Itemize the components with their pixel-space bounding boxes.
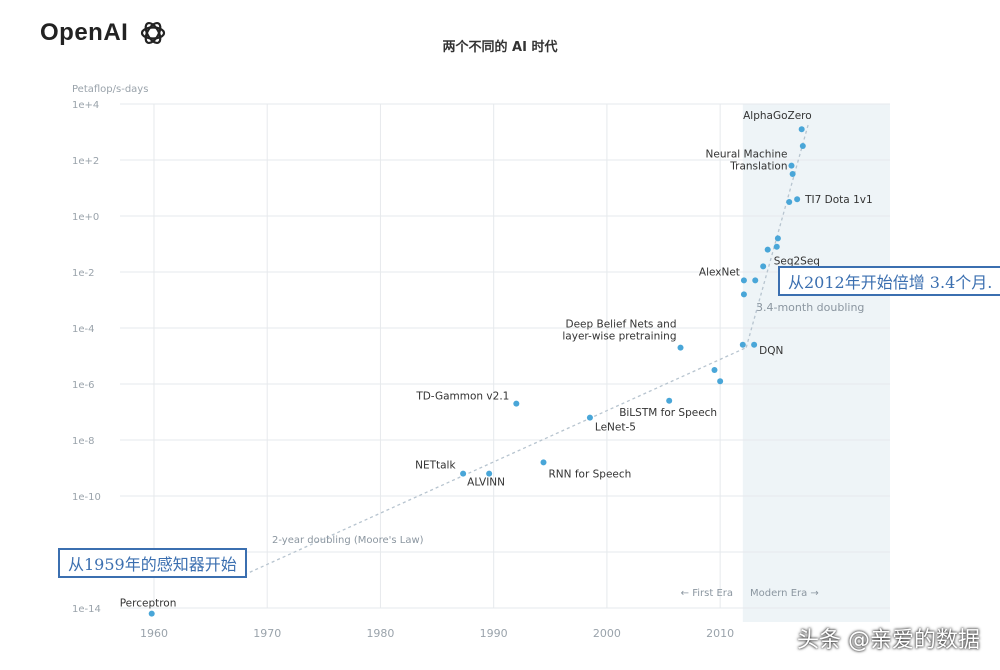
point-label: Neural Machine Translation [706, 149, 788, 173]
point-label: AlphaGoZero [743, 110, 812, 122]
data-point-rnn-for-speech [540, 459, 547, 466]
point-label: TD-Gammon v2.1 [415, 391, 509, 403]
data-point-alexnet [740, 277, 747, 284]
y-tick-label: 1e-2 [72, 268, 95, 279]
point-label-line: Deep Belief Nets and [566, 319, 677, 331]
data-point-point-2010 [717, 378, 724, 385]
data-point-alvinn [486, 470, 493, 477]
point-label-line: ALVINN [467, 477, 505, 489]
point-label-line: RNN for Speech [549, 468, 632, 480]
x-tick-label: 1970 [253, 627, 281, 640]
data-point-point-2012b [740, 291, 747, 298]
y-tick-label: 1e+0 [72, 212, 99, 223]
point-label: TI7 Dota 1v1 [804, 194, 873, 206]
y-axis-label: Petaflop/s-days [72, 84, 148, 95]
point-label: ALVINN [467, 477, 505, 489]
point-label: Seq2Seq [774, 256, 820, 268]
point-label-line: AlphaGoZero [743, 110, 812, 122]
point-label: DQN [759, 345, 783, 357]
point-label-line: Translation [729, 161, 787, 173]
point-label-line: Seq2Seq [774, 256, 820, 268]
data-point-lenet-5 [586, 414, 593, 421]
modern-era-band [742, 104, 890, 622]
data-point-point-2015 [774, 235, 781, 242]
trend-label-3-4-month: 3.4-month doubling [756, 301, 864, 314]
y-tick-label: 1e-4 [72, 324, 95, 335]
point-label-line: LeNet-5 [595, 422, 636, 434]
callout-perceptron-start: 从1959年的感知器开始 [58, 548, 247, 578]
brand-name: OpenAI [40, 19, 129, 46]
x-tick-label: 1980 [366, 627, 394, 640]
point-label-line: NETtalk [415, 460, 456, 472]
openai-knot-icon [141, 21, 166, 45]
data-point-point-2013 [752, 277, 759, 284]
point-label: RNN for Speech [549, 468, 632, 480]
x-tick-label: 1990 [480, 627, 508, 640]
x-tick-label: 2000 [593, 627, 621, 640]
watermark: 头条 @亲爱的数据 [797, 628, 980, 653]
point-label: LeNet-5 [595, 422, 636, 434]
trend-label-moores-law: 2-year doubling (Moore's Law) [272, 535, 424, 546]
data-point-point-2012a [739, 341, 746, 348]
x-tick-label: 1960 [140, 627, 168, 640]
point-label-line: TI7 Dota 1v1 [804, 194, 873, 206]
data-point-seq2seq [764, 246, 771, 253]
data-point-neural-machine-translation [788, 162, 795, 169]
data-point-point-2014a [760, 263, 767, 270]
data-point-point-2016a [786, 199, 793, 205]
y-tick-label: 1e+2 [72, 156, 99, 167]
callout-modern-doubling: 从2012年开始倍增 3.4个月. [778, 266, 1000, 296]
data-point-alphagozero [798, 126, 805, 133]
data-point-point-2009 [711, 367, 718, 373]
point-label-line: TD-Gammon v2.1 [415, 391, 509, 403]
data-point-nettalk [460, 470, 467, 477]
data-point-point-2014b [773, 243, 780, 250]
point-label-line: Neural Machine [706, 149, 788, 161]
point-label-line: AlexNet [699, 266, 740, 278]
x-tick-label: 2010 [706, 627, 734, 640]
point-label-line: BiLSTM for Speech [619, 407, 717, 419]
era-label-first: ← First Era [681, 588, 733, 599]
data-point-deep-belief-nets-and-layer-wise-pretraining [677, 344, 684, 351]
data-point-bilstm-for-speech [666, 397, 673, 404]
point-label: Perceptron [120, 598, 177, 610]
data-point-td-gammon-v2-1 [513, 400, 520, 407]
trend-line [238, 347, 747, 578]
point-label-line: Perceptron [120, 598, 177, 610]
brand-logo: OpenAI [40, 18, 168, 48]
data-point-perceptron [148, 610, 155, 617]
data-point-dqn [751, 341, 758, 348]
point-label: NETtalk [415, 460, 456, 472]
y-tick-label: 1e-14 [72, 604, 101, 615]
data-point-point-2016b [789, 171, 796, 177]
y-tick-label: 1e-10 [72, 492, 101, 503]
point-label: BiLSTM for Speech [619, 407, 717, 419]
era-label-modern: Modern Era → [750, 588, 819, 599]
point-label: Deep Belief Nets and layer-wise pretraini… [562, 319, 676, 343]
chart-title: 两个不同的 AI 时代 [442, 40, 558, 55]
point-label: AlexNet [699, 266, 740, 278]
data-point-point-2017a [799, 143, 806, 149]
data-point-ti7-dota-1v1 [794, 196, 801, 203]
y-tick-label: 1e+4 [72, 100, 99, 111]
y-tick-label: 1e-6 [72, 380, 95, 391]
point-label-line: layer-wise pretraining [562, 331, 676, 343]
point-label-line: DQN [759, 345, 783, 357]
y-tick-label: 1e-8 [72, 436, 95, 447]
